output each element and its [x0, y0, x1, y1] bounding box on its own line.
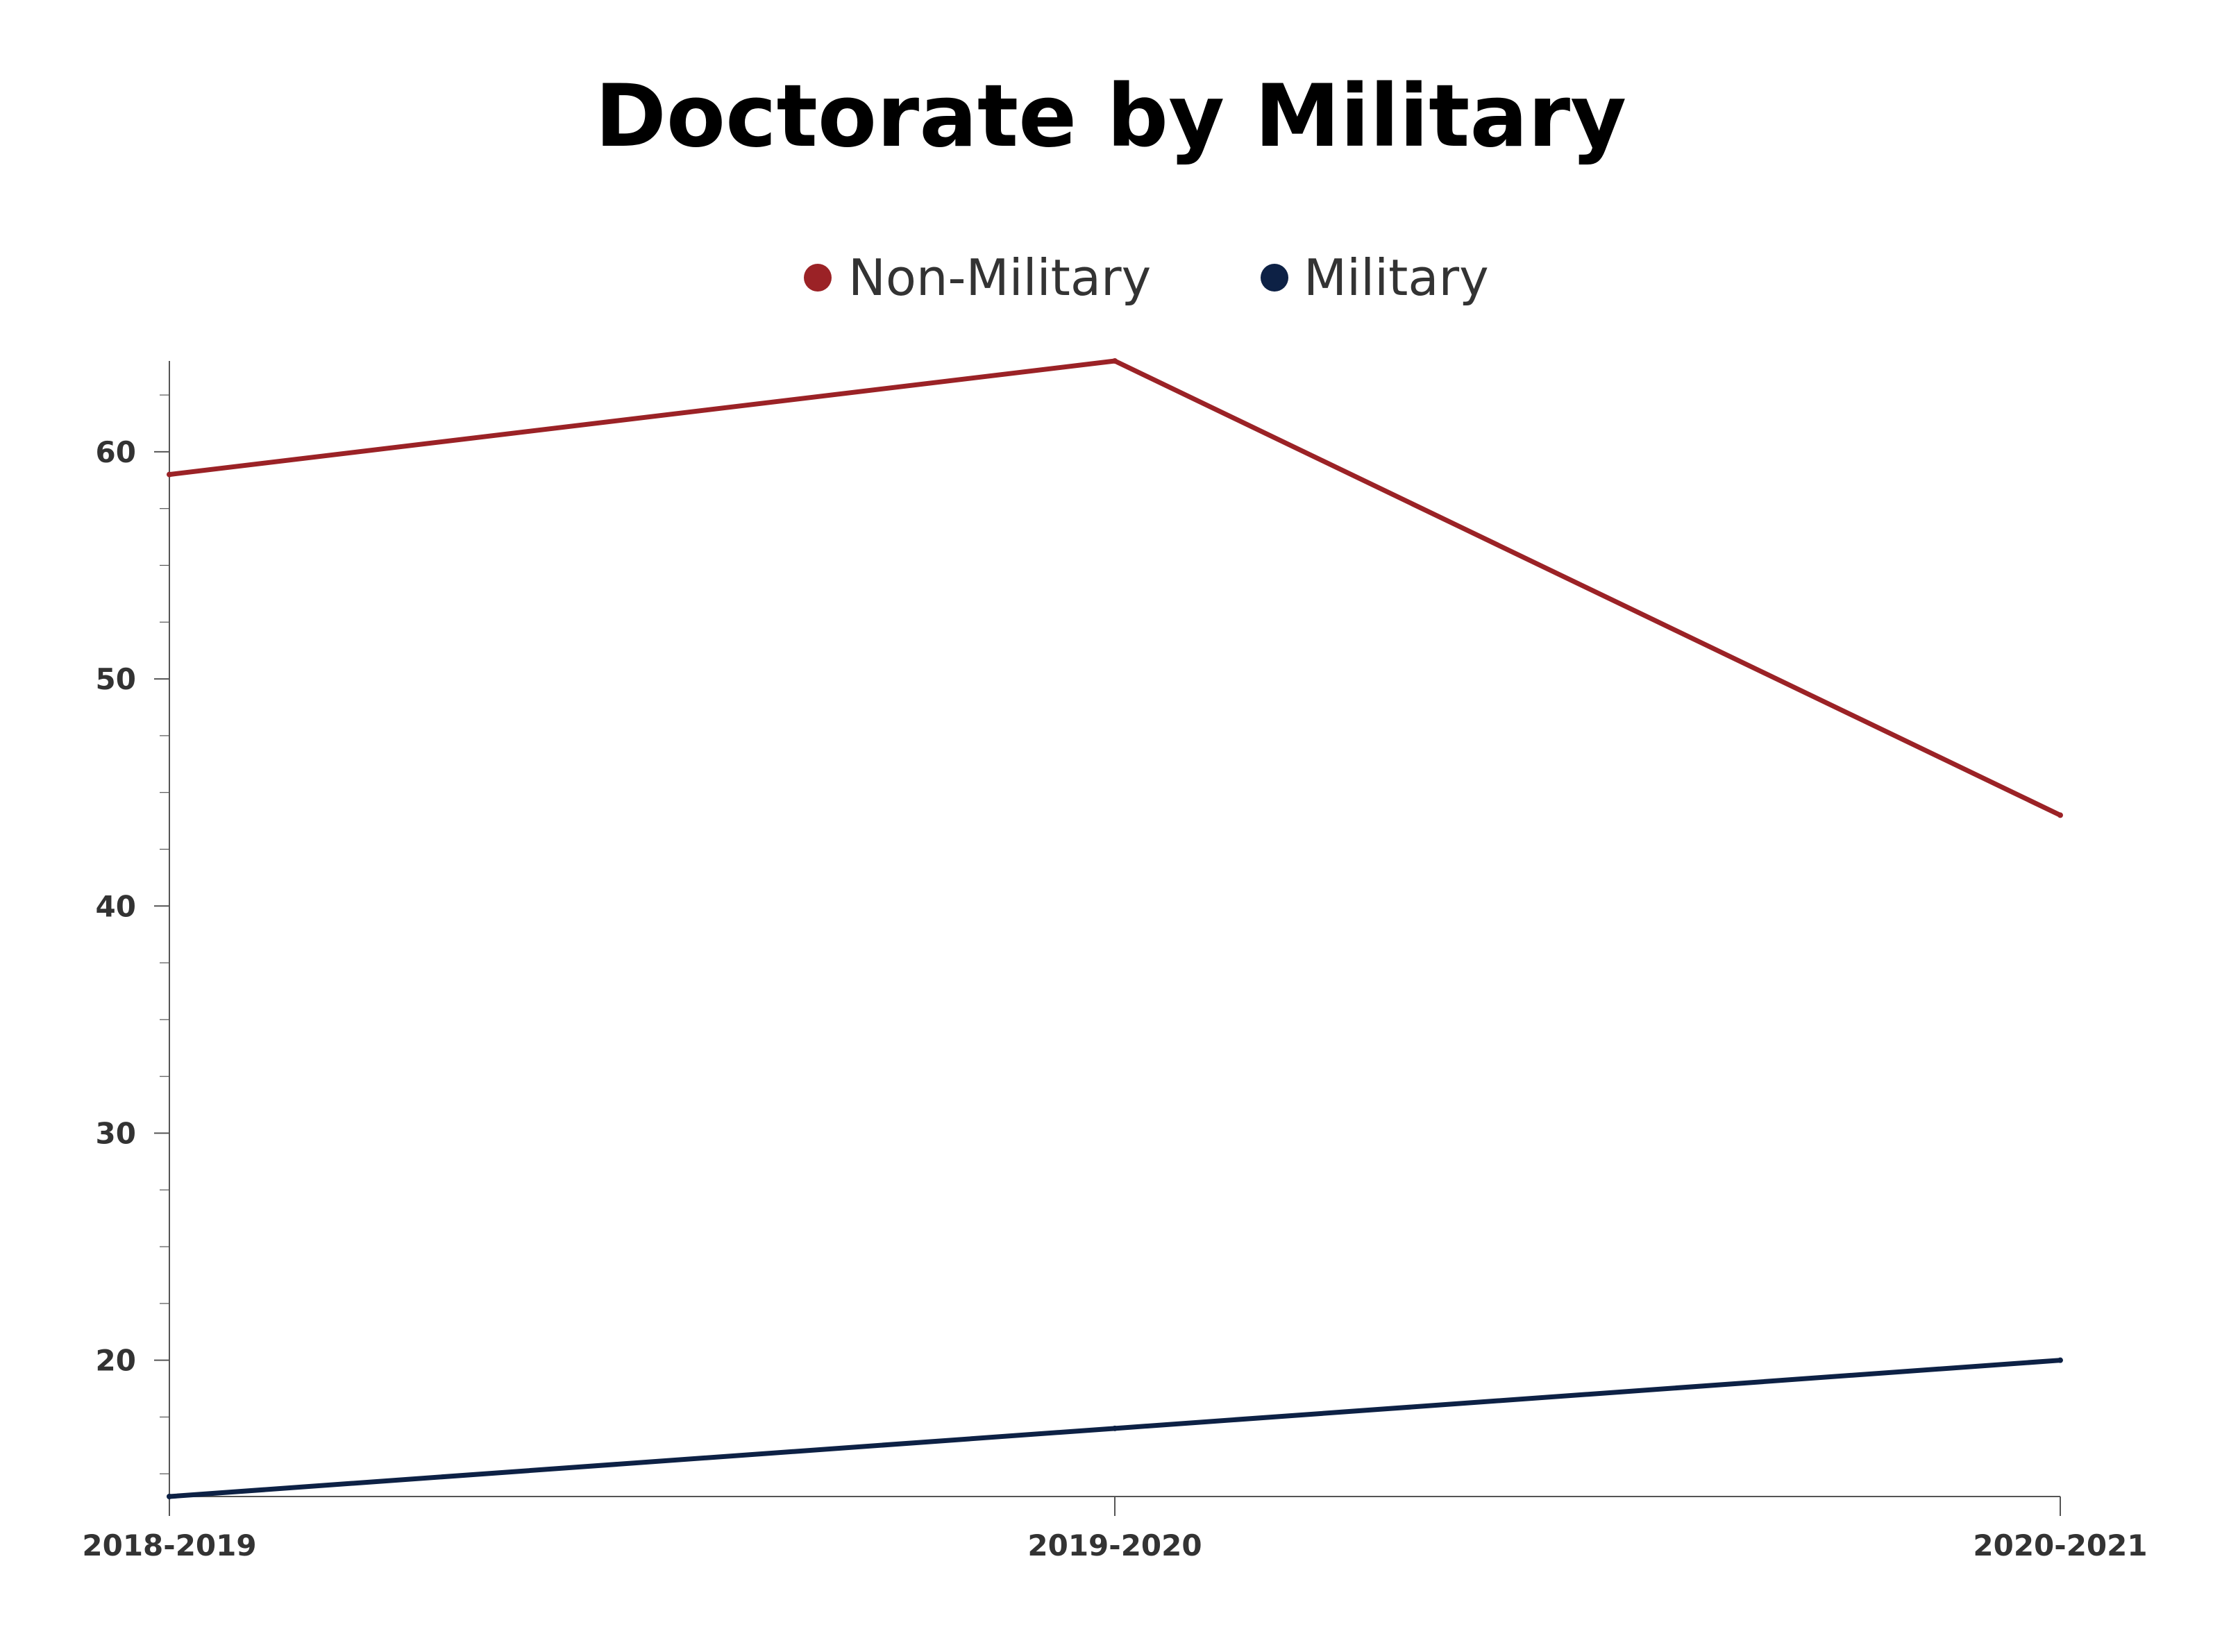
x-tick-label: 2020-2021 [1973, 1528, 2147, 1562]
data-point-non-military [167, 471, 172, 478]
x-tick-label: 2018-2019 [82, 1528, 256, 1562]
legend-item-non-military[interactable]: Non-Military [804, 248, 1151, 307]
legend-marker-military [1261, 264, 1288, 292]
legend: Non-Military Military [804, 248, 1489, 307]
series-line-non-military [167, 358, 2063, 818]
legend-marker-non-military [804, 264, 832, 292]
data-point-military [2057, 1357, 2063, 1363]
x-axis: 2018-2019 2019-2020 2020-2021 [82, 1496, 2148, 1562]
y-tick-label: 60 [96, 435, 136, 469]
chart-title: Doctorate by Military [595, 67, 1626, 167]
data-point-military [167, 1494, 172, 1499]
y-tick-label: 40 [96, 889, 136, 923]
y-tick-label: 50 [96, 662, 136, 696]
data-point-non-military [2057, 812, 2063, 818]
y-tick-label: 20 [96, 1344, 136, 1378]
data-point-military [1112, 1425, 1118, 1431]
legend-label-non-military: Non-Military [848, 248, 1151, 307]
y-tick-label: 30 [96, 1116, 136, 1150]
y-axis: 20 30 40 50 60 [96, 361, 170, 1497]
legend-item-military[interactable]: Military [1261, 248, 1489, 307]
data-point-non-military [1112, 358, 1118, 364]
series-layer [167, 358, 2063, 1499]
x-tick-label: 2019-2020 [1027, 1528, 1202, 1562]
legend-label-military: Military [1304, 248, 1489, 307]
